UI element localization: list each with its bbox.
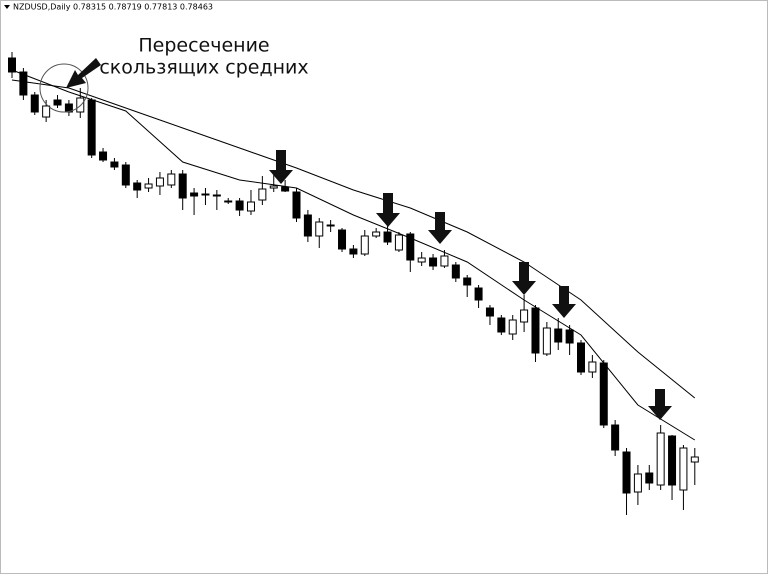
candle-body — [292, 191, 301, 219]
candle-body — [178, 173, 187, 199]
candle-body — [690, 456, 699, 463]
candle-body — [258, 188, 267, 201]
candle-body — [315, 221, 324, 237]
down-arrow — [648, 389, 672, 420]
candle-body — [303, 214, 312, 237]
candle-body — [144, 183, 153, 189]
candle-body — [87, 99, 96, 156]
candle-body — [565, 329, 574, 344]
candle-body — [485, 307, 494, 317]
candle-body — [349, 248, 358, 255]
candle-body — [42, 105, 51, 118]
down-arrow — [552, 286, 576, 318]
candle-body — [372, 231, 381, 237]
candle-body — [406, 233, 415, 261]
candle-body — [633, 473, 642, 493]
candle-body — [531, 307, 540, 354]
down-arrow — [428, 212, 452, 244]
moving-average — [11, 79, 696, 399]
candle-body — [429, 257, 438, 267]
down-arrow — [512, 262, 536, 295]
pointer-arrow — [66, 58, 101, 88]
candle-body — [474, 287, 483, 301]
candle-body — [338, 229, 347, 250]
candle-body — [155, 177, 164, 187]
signal-arrows — [269, 150, 672, 420]
candle-body — [577, 342, 585, 373]
candle-body — [679, 447, 688, 491]
candle-body — [588, 361, 597, 373]
candle-body — [542, 327, 551, 355]
candle-body — [611, 424, 620, 451]
candle-body — [656, 432, 665, 486]
candle-body — [360, 235, 369, 255]
candle-body — [554, 328, 563, 343]
candle-body — [645, 472, 654, 484]
candle-body — [417, 257, 426, 263]
plot-area — [8, 52, 699, 515]
candle-body — [201, 193, 210, 196]
candle-body — [235, 200, 244, 211]
candle-body — [668, 435, 677, 486]
candle-body — [451, 264, 460, 279]
candle-body — [224, 200, 233, 203]
candle-body — [212, 194, 221, 197]
menu-icon — [4, 5, 10, 9]
candle-body — [497, 317, 506, 333]
candle-body — [53, 99, 62, 106]
down-arrow — [376, 193, 400, 227]
down-arrow — [269, 150, 293, 184]
candle-body — [394, 234, 403, 251]
candle-body — [190, 192, 199, 197]
moving-average — [11, 69, 696, 441]
crossover-circle — [39, 63, 89, 113]
candle-body — [281, 186, 290, 192]
candle-body — [19, 71, 28, 96]
candle-body — [30, 94, 39, 113]
candle-body — [121, 164, 130, 186]
candle-body — [110, 161, 119, 168]
candle-body — [326, 224, 335, 227]
candle-body — [622, 451, 631, 494]
candle-body — [440, 255, 449, 267]
candle-body — [463, 277, 472, 286]
candle-body — [167, 173, 176, 186]
chart-title: NZDUSD,Daily 0.78315 0.78719 0.77813 0.7… — [13, 3, 213, 12]
candle-body — [383, 231, 392, 243]
candle-body — [599, 362, 608, 426]
candle-body — [99, 151, 108, 161]
candle-body — [246, 201, 255, 212]
annotation: скользящих средних — [99, 57, 308, 79]
candle-body — [8, 57, 16, 73]
candle-body — [508, 319, 517, 335]
annotation: Пересечение — [138, 35, 269, 57]
candle-body — [133, 182, 142, 191]
candle-body — [520, 309, 529, 323]
candle-body — [269, 185, 278, 189]
